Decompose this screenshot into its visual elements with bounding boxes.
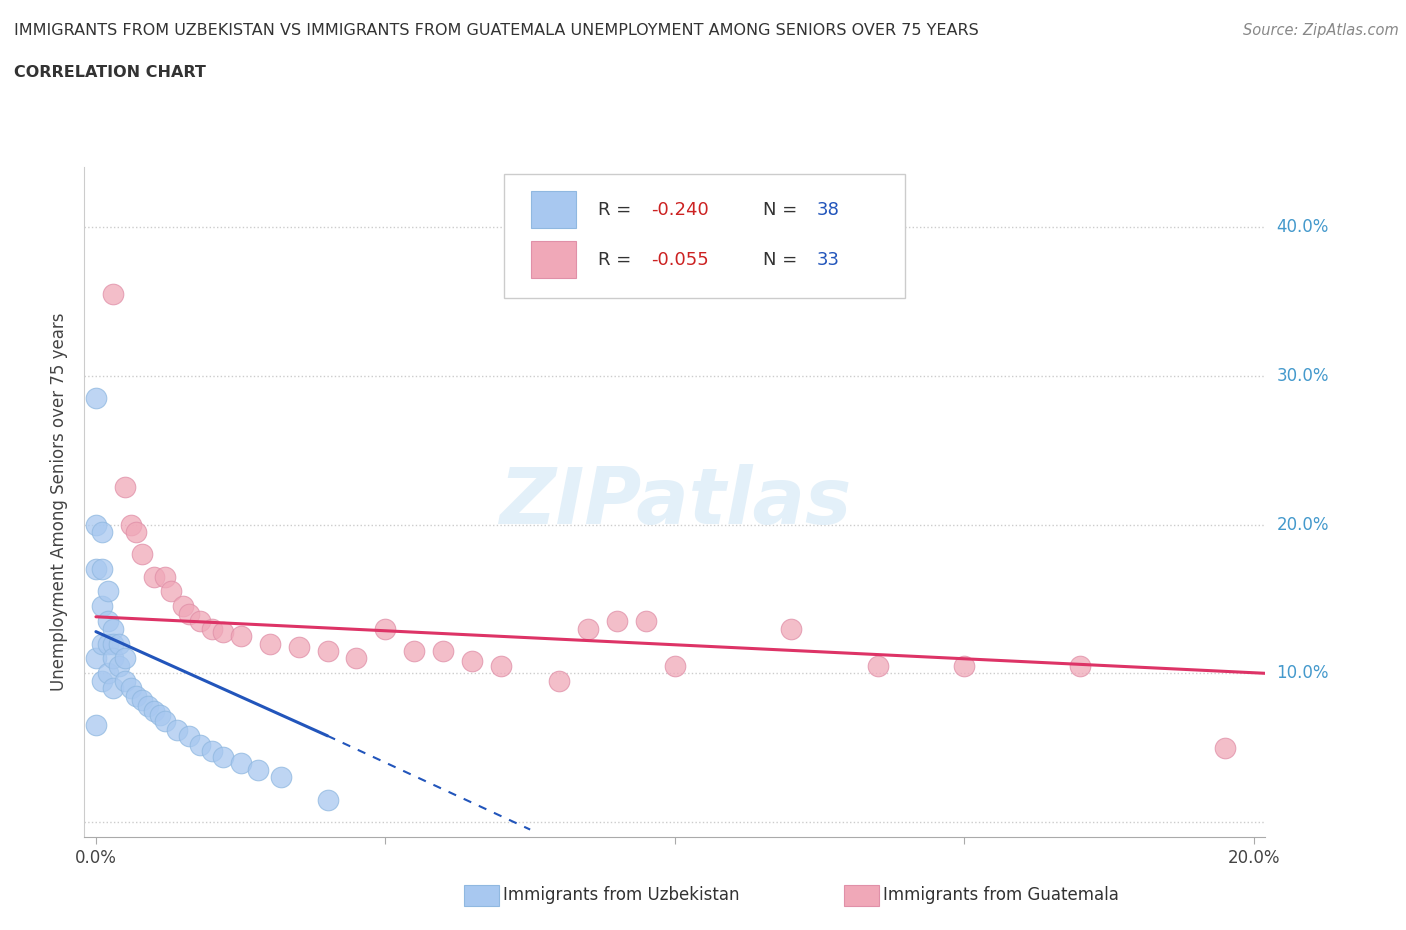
Point [606, 614, 628, 629]
Point [664, 658, 686, 673]
Point [90, 673, 112, 688]
Point [287, 639, 309, 654]
Point [489, 658, 512, 673]
Point [212, 750, 235, 764]
Point [634, 614, 657, 629]
Point [131, 547, 153, 562]
Point [84, 562, 107, 577]
Text: N =: N = [763, 201, 803, 219]
Point [103, 681, 125, 696]
Point [316, 644, 339, 658]
FancyBboxPatch shape [503, 174, 905, 298]
Text: ZIPatlas: ZIPatlas [499, 464, 851, 540]
Point [229, 755, 252, 770]
Point [212, 624, 235, 639]
Point [259, 636, 281, 651]
Point [160, 584, 183, 599]
Point [120, 681, 142, 696]
Point [136, 698, 159, 713]
Point [96, 666, 118, 681]
Point [177, 606, 200, 621]
Point [149, 708, 172, 723]
FancyBboxPatch shape [531, 241, 575, 278]
Point [103, 621, 125, 636]
Text: 38: 38 [817, 201, 839, 219]
Point [90, 599, 112, 614]
Point [90, 636, 112, 651]
Point [201, 621, 224, 636]
Point [114, 480, 136, 495]
Point [432, 644, 454, 658]
Text: IMMIGRANTS FROM UZBEKISTAN VS IMMIGRANTS FROM GUATEMALA UNEMPLOYMENT AMONG SENIO: IMMIGRANTS FROM UZBEKISTAN VS IMMIGRANTS… [14, 23, 979, 38]
Point [125, 688, 148, 703]
Point [188, 737, 211, 752]
Point [84, 517, 107, 532]
Point [108, 658, 131, 673]
Point [779, 621, 801, 636]
Point [84, 391, 107, 405]
Point [316, 792, 339, 807]
Point [166, 723, 188, 737]
Point [201, 743, 224, 758]
Text: R =: R = [598, 251, 637, 269]
Text: 30.0%: 30.0% [1277, 366, 1329, 385]
Point [90, 525, 112, 539]
Point [142, 703, 165, 718]
Point [177, 728, 200, 743]
Text: Immigrants from Guatemala: Immigrants from Guatemala [883, 885, 1119, 904]
Point [142, 569, 165, 584]
Point [114, 673, 136, 688]
Point [576, 621, 599, 636]
Point [103, 286, 125, 301]
Point [120, 517, 142, 532]
Point [953, 658, 976, 673]
Point [84, 651, 107, 666]
Point [125, 525, 148, 539]
Text: 10.0%: 10.0% [1277, 664, 1329, 683]
Point [346, 651, 368, 666]
Point [229, 629, 252, 644]
Point [96, 614, 118, 629]
Point [270, 770, 292, 785]
Point [866, 658, 889, 673]
Text: 20.0%: 20.0% [1277, 515, 1329, 534]
Point [103, 651, 125, 666]
Text: 40.0%: 40.0% [1277, 218, 1329, 236]
Point [1213, 740, 1236, 755]
Y-axis label: Unemployment Among Seniors over 75 years: Unemployment Among Seniors over 75 years [51, 313, 69, 691]
Point [247, 763, 270, 777]
Point [108, 636, 131, 651]
Text: CORRELATION CHART: CORRELATION CHART [14, 65, 205, 80]
Point [90, 562, 112, 577]
Point [155, 569, 177, 584]
Point [114, 651, 136, 666]
Point [188, 614, 211, 629]
FancyBboxPatch shape [531, 191, 575, 228]
Point [1069, 658, 1091, 673]
Point [172, 599, 194, 614]
Point [96, 636, 118, 651]
Text: 33: 33 [817, 251, 839, 269]
Point [131, 693, 153, 708]
Point [155, 713, 177, 728]
Text: -0.240: -0.240 [651, 201, 709, 219]
Point [374, 621, 396, 636]
Text: R =: R = [598, 201, 637, 219]
Point [96, 584, 118, 599]
Point [548, 673, 571, 688]
Point [84, 718, 107, 733]
Text: Source: ZipAtlas.com: Source: ZipAtlas.com [1243, 23, 1399, 38]
Text: -0.055: -0.055 [651, 251, 709, 269]
Point [404, 644, 426, 658]
Point [103, 636, 125, 651]
Point [461, 654, 484, 669]
Text: N =: N = [763, 251, 803, 269]
Text: Immigrants from Uzbekistan: Immigrants from Uzbekistan [503, 885, 740, 904]
